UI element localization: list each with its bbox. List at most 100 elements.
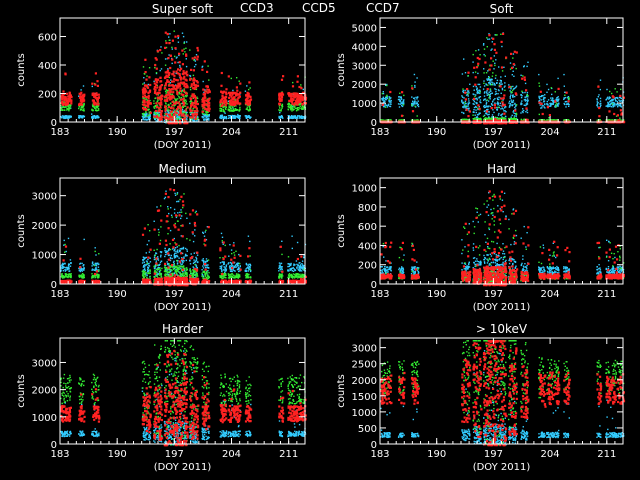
y-tick-label: 200 (38, 90, 57, 101)
point-ccd7 (248, 81, 251, 84)
point-ccd3 (177, 36, 180, 38)
point-ccd5 (143, 112, 145, 115)
point-ccd3 (551, 99, 553, 101)
point-ccd3 (496, 79, 499, 82)
point-ccd3 (186, 41, 188, 43)
point-ccd3 (203, 119, 206, 121)
point-ccd7 (279, 92, 282, 95)
point-ccd7 (156, 78, 159, 81)
point-ccd7 (172, 117, 175, 120)
point-ccd7 (182, 77, 185, 80)
point-ccd3 (414, 81, 416, 83)
point-ccd5 (176, 119, 179, 121)
point-ccd5 (60, 105, 62, 107)
point-ccd7 (221, 91, 224, 94)
point-ccd7 (194, 117, 197, 120)
point-ccd5 (223, 110, 225, 112)
point-ccd3 (564, 103, 566, 106)
point-ccd3 (524, 98, 526, 101)
point-ccd5 (248, 109, 251, 111)
point-ccd3 (596, 98, 598, 100)
point-ccd5 (521, 90, 523, 92)
point-ccd7 (503, 94, 506, 97)
point-ccd3 (488, 113, 490, 116)
point-ccd7 (96, 80, 99, 83)
point-ccd3 (550, 99, 552, 101)
point-ccd5 (91, 108, 93, 110)
point-ccd3 (498, 106, 500, 109)
point-ccd5 (189, 88, 192, 91)
point-ccd3 (509, 62, 512, 64)
point-ccd3 (95, 116, 97, 119)
point-ccd3 (170, 79, 172, 81)
point-ccd3 (491, 78, 493, 81)
point-ccd3 (509, 104, 511, 106)
point-ccd3 (83, 115, 86, 117)
point-ccd7 (246, 99, 249, 102)
scatter-points (60, 188, 307, 287)
point-ccd7 (164, 31, 167, 34)
point-ccd7 (165, 74, 168, 77)
point-ccd5 (538, 85, 541, 87)
point-ccd5 (203, 113, 205, 115)
y-tick-label: 0 (51, 118, 57, 129)
point-ccd7 (296, 80, 299, 83)
point-ccd3 (620, 106, 623, 108)
point-ccd7 (174, 102, 177, 105)
point-ccd3 (475, 102, 478, 105)
point-ccd7 (228, 99, 232, 103)
point-ccd7 (203, 99, 207, 102)
point-ccd3 (509, 97, 511, 99)
point-ccd5 (185, 47, 187, 49)
point-ccd3 (488, 116, 490, 118)
point-ccd5 (515, 112, 518, 115)
point-ccd5 (231, 109, 233, 111)
point-ccd3 (65, 116, 67, 118)
point-ccd3 (606, 88, 608, 91)
y-tick-label: 0 (371, 118, 377, 129)
point-ccd3 (596, 103, 599, 105)
y-tick-label: 600 (38, 33, 57, 44)
point-ccd3 (495, 93, 497, 95)
point-ccd3 (620, 104, 622, 106)
point-ccd7 (175, 70, 178, 73)
point-ccd3 (505, 111, 507, 113)
point-ccd7 (181, 114, 184, 117)
point-ccd5 (166, 90, 168, 92)
point-ccd7 (174, 47, 177, 50)
point-ccd5 (184, 99, 186, 101)
point-ccd3 (512, 96, 514, 98)
point-ccd7 (521, 77, 524, 80)
point-ccd3 (173, 72, 175, 74)
point-ccd7 (166, 99, 169, 102)
point-ccd5 (97, 108, 100, 110)
point-ccd3 (397, 103, 400, 105)
point-ccd3 (390, 99, 392, 102)
point-ccd3 (565, 96, 567, 99)
point-ccd3 (491, 114, 494, 116)
point-ccd7 (567, 100, 570, 103)
point-ccd5 (464, 119, 467, 122)
point-ccd3 (468, 107, 470, 109)
point-ccd3 (527, 96, 529, 98)
point-ccd3 (497, 114, 500, 116)
point-ccd7 (170, 110, 173, 113)
point-ccd3 (486, 112, 488, 115)
point-ccd3 (557, 100, 559, 102)
point-ccd7 (514, 109, 517, 112)
point-ccd7 (184, 117, 187, 120)
point-ccd7 (190, 105, 193, 108)
point-ccd3 (388, 100, 391, 102)
point-ccd7 (280, 78, 284, 81)
point-ccd5 (540, 119, 542, 121)
point-ccd5 (230, 110, 232, 112)
point-ccd3 (494, 88, 496, 90)
point-ccd5 (184, 51, 186, 53)
point-ccd3 (193, 116, 195, 119)
point-ccd7 (179, 87, 182, 90)
point-ccd7 (147, 94, 150, 97)
point-ccd3 (484, 112, 487, 114)
point-ccd3 (82, 85, 85, 87)
point-ccd3 (510, 94, 512, 96)
point-ccd7 (192, 81, 195, 85)
